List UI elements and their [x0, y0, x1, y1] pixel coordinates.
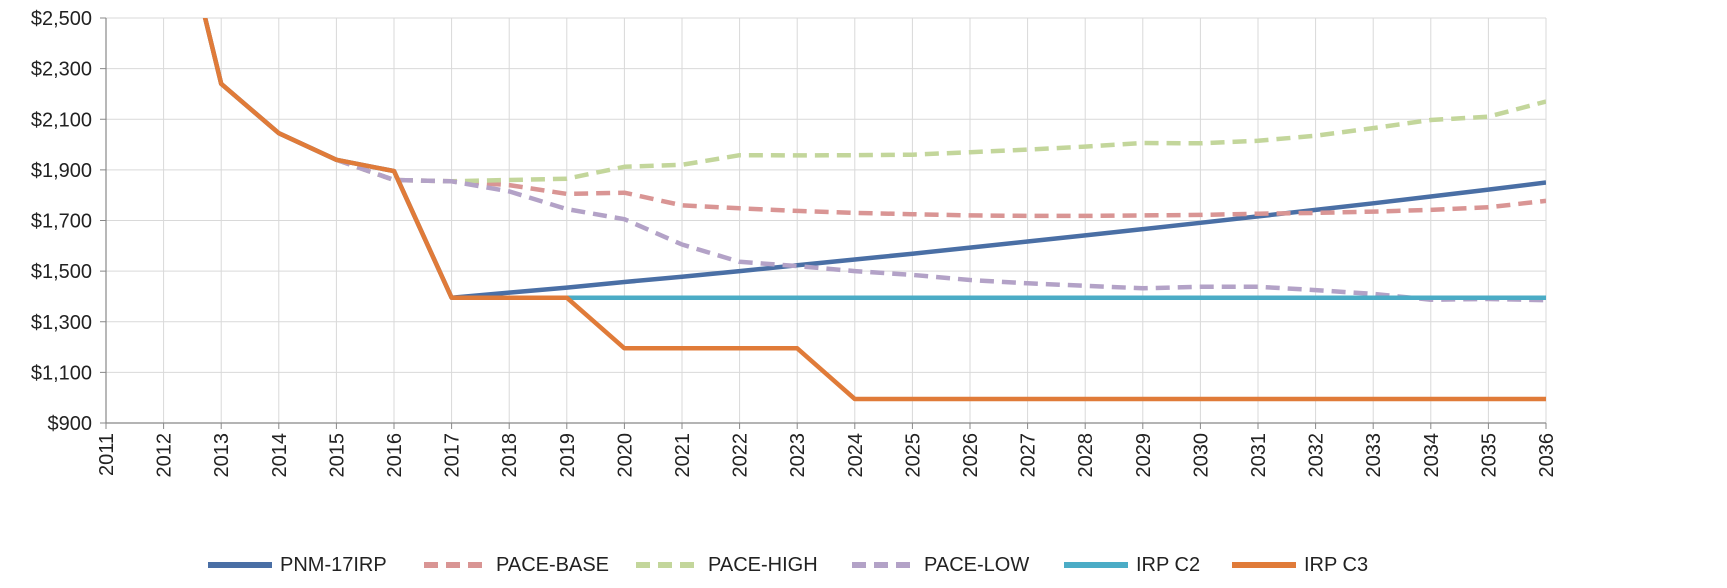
y-tick-label: $1,300	[31, 312, 92, 334]
y-tick-label: $900	[48, 413, 93, 435]
x-tick-label: 2034	[1421, 433, 1443, 478]
legend-swatch-pace-low	[852, 562, 916, 568]
legend-item-pnm-17irp: PNM-17IRP	[208, 548, 387, 582]
legend-swatch-pace-base	[424, 562, 488, 568]
x-tick-label: 2019	[557, 433, 579, 478]
x-axis-tick-labels: 2011 2012 2013 2014 2015 2016 2017 2018 2019 2020…	[96, 433, 1558, 478]
x-tick-label: 2024	[845, 433, 867, 478]
x-tick-label: 2027	[1018, 433, 1040, 478]
x-tick-label: 2036	[1536, 433, 1558, 478]
y-tick-label: $2,100	[31, 109, 92, 131]
legend-label-pnm-17irp: PNM-17IRP	[280, 553, 387, 576]
x-tick-label: 2031	[1248, 433, 1270, 478]
x-tick-label: 2022	[730, 433, 752, 478]
legend-label-irp-c3: IRP C3	[1304, 553, 1369, 576]
x-tick-label: 2014	[269, 433, 291, 478]
series-line-pace-low	[335, 157, 1546, 303]
axes	[100, 17, 1547, 429]
legend-swatch-pace-high	[636, 562, 700, 568]
chart-legend: PNM-17IRP PACE-BASE PACE-HIGH PACE-LOW I…	[0, 548, 1727, 582]
legend-label-pace-base: PACE-BASE	[496, 553, 609, 576]
x-tick-label: 2012	[154, 433, 176, 478]
series-lines	[202, 18, 1546, 402]
x-tick-label: 2025	[902, 433, 924, 478]
legend-swatch-irp-c2	[1064, 562, 1128, 568]
legend-label-pace-low: PACE-LOW	[924, 553, 1030, 576]
y-axis-tick-labels: $900 $1,100 $1,300 $1,500 $1,700 $1,900 $2,100…	[31, 8, 92, 435]
x-tick-label: 2033	[1363, 433, 1385, 478]
y-tick-label: $1,700	[31, 211, 92, 233]
legend-item-pace-high: PACE-HIGH	[636, 548, 818, 582]
x-tick-label: 2028	[1075, 433, 1097, 478]
x-tick-label: 2035	[1478, 433, 1500, 478]
series-line-pnm-17irp	[202, 18, 1546, 300]
x-tick-label: 2013	[211, 433, 233, 478]
y-tick-label: $1,100	[31, 362, 92, 384]
legend-swatch-irp-c3	[1232, 562, 1296, 568]
y-tick-label: $1,500	[31, 261, 92, 283]
y-tick-label: $1,900	[31, 160, 92, 182]
x-tick-label: 2015	[326, 433, 348, 478]
x-tick-label: 2020	[614, 433, 636, 478]
line-chart: $900 $1,100 $1,300 $1,500 $1,700 $1,900 $2,100…	[31, 8, 1558, 478]
legend-label-pace-high: PACE-HIGH	[708, 553, 818, 576]
legend-swatch-pnm-17irp	[208, 562, 272, 568]
legend-item-pace-base: PACE-BASE	[424, 548, 609, 582]
x-tick-label: 2017	[442, 433, 464, 478]
x-tick-label: 2030	[1190, 433, 1212, 478]
x-tick-label: 2018	[499, 433, 521, 478]
legend-label-irp-c2: IRP C2	[1136, 553, 1201, 576]
y-tick-label: $2,500	[31, 8, 92, 30]
legend-item-irp-c3: IRP C3	[1232, 548, 1368, 582]
series-line-pace-high	[335, 99, 1546, 184]
series-line-pace-base	[335, 157, 1546, 219]
x-tick-label: 2032	[1306, 433, 1328, 478]
x-tick-label: 2029	[1133, 433, 1155, 478]
grid-lines	[106, 17, 1547, 423]
x-tick-label: 2023	[787, 433, 809, 478]
x-tick-label: 2026	[960, 433, 982, 478]
x-tick-label: 2011	[96, 433, 118, 476]
series-line-irp-c3	[202, 18, 1546, 402]
y-tick-label: $2,300	[31, 59, 92, 81]
legend-item-pace-low: PACE-LOW	[852, 548, 1029, 582]
x-tick-label: 2016	[384, 433, 406, 478]
x-tick-label: 2021	[672, 433, 694, 478]
legend-item-irp-c2: IRP C2	[1064, 548, 1200, 582]
